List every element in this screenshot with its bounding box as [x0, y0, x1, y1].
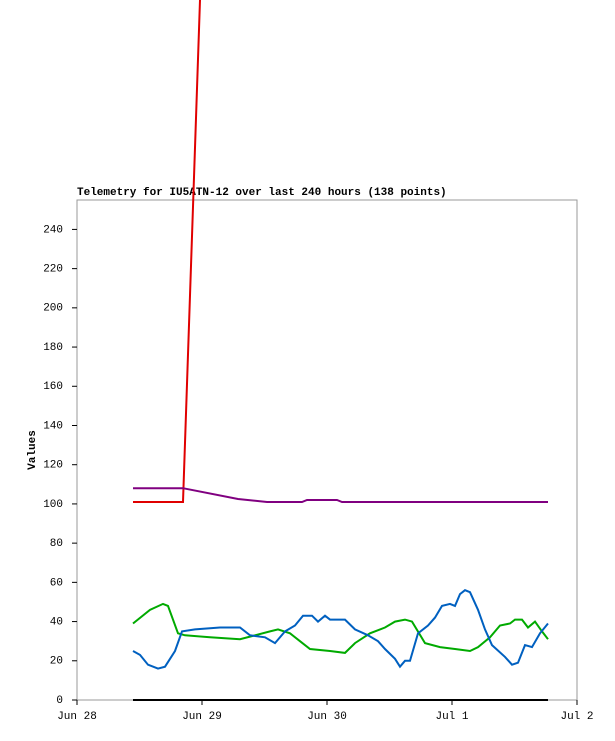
x-tick-label: Jul 1 — [435, 711, 468, 723]
y-tick-label: 120 — [43, 460, 63, 472]
x-tick-label: Jul 2 — [560, 711, 593, 723]
y-tick-label: 0 — [56, 695, 63, 707]
y-tick-label: 200 — [43, 303, 63, 315]
y-tick-label: 240 — [43, 224, 63, 236]
series-line — [132, 602, 549, 654]
chart-title: Telemetry for IU5ATN-12 over last 240 ho… — [77, 187, 447, 199]
y-tick-label: 180 — [43, 342, 63, 354]
y-tick-label: 140 — [43, 420, 63, 432]
y-tick-label: 160 — [43, 381, 63, 393]
x-tick-label: Jun 29 — [182, 711, 222, 723]
y-tick-label: 20 — [50, 656, 63, 668]
x-tick-label: Jun 28 — [57, 711, 97, 723]
series-line — [132, 589, 549, 670]
y-tick-label: 100 — [43, 499, 63, 511]
x-tick-label: Jun 30 — [307, 711, 347, 723]
y-tick-label: 220 — [43, 264, 63, 276]
y-tick-label: 60 — [50, 577, 63, 589]
y-axis-label: Values — [27, 430, 39, 470]
y-tick-label: 80 — [50, 538, 63, 550]
y-tick-label: 40 — [50, 616, 63, 628]
series-line — [133, 0, 201, 503]
series-line — [133, 487, 548, 503]
